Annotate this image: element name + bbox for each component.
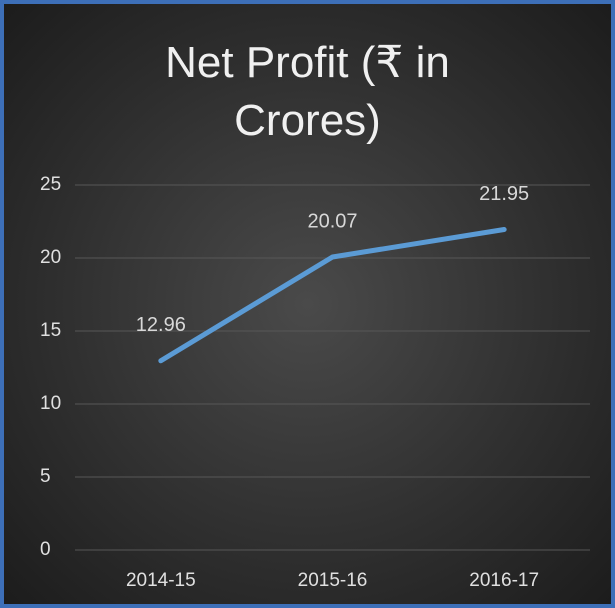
line-series [158, 227, 507, 364]
x-tick-label: 2015-16 [298, 570, 368, 591]
y-tick-label: 5 [40, 466, 51, 487]
data-label: 12.96 [136, 314, 186, 336]
data-label: 20.07 [307, 210, 357, 232]
data-label: 21.95 [479, 183, 529, 205]
y-tick-label: 0 [40, 539, 51, 560]
y-tick-label: 20 [40, 247, 61, 268]
x-tick-label: 2016-17 [469, 570, 539, 591]
chart-title: Net Profit (₹ in Crores) [165, 38, 450, 145]
x-tick-label: 2014-15 [126, 570, 196, 591]
y-tick-label: 25 [40, 174, 61, 195]
y-tick-label: 10 [40, 393, 61, 414]
y-tick-label: 15 [40, 320, 61, 341]
